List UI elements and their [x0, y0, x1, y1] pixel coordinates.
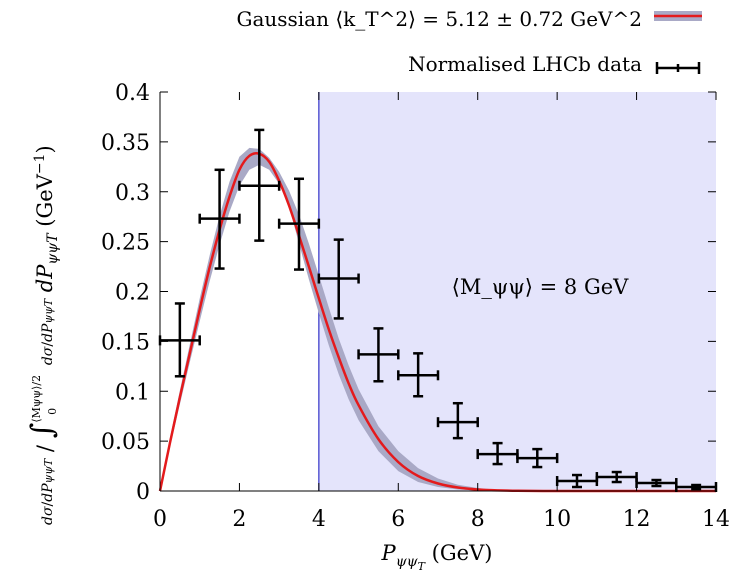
- data-point: [436, 401, 479, 440]
- x-tick-label: 8: [471, 507, 485, 532]
- x-tick-label: 4: [312, 507, 326, 532]
- data-point: [317, 238, 360, 320]
- x-tick-label: 10: [543, 507, 571, 532]
- legend-data-label: Normalised LHCb data: [408, 52, 642, 76]
- shaded-region: [318, 92, 716, 491]
- data-point: [397, 352, 440, 398]
- axes: [159, 91, 717, 492]
- y-axis-label: dσ/dPψψT / ∫⟨Mψψ⟩/2 0 dσ/dPψψT dPψψT (GeV…: [25, 145, 62, 525]
- y-tick-label: 0.2: [115, 281, 150, 306]
- x-tick-label: 12: [623, 507, 651, 532]
- y-tick-label: 0.1: [115, 380, 150, 405]
- data-point: [238, 128, 281, 242]
- data-point: [198, 168, 241, 270]
- data-point: [595, 470, 638, 484]
- y-tick-label: 0.05: [101, 430, 150, 455]
- y-tick-label: 0.35: [101, 131, 150, 156]
- x-axis-label: PψψT (GeV): [381, 541, 493, 573]
- data-point: [357, 327, 400, 383]
- data-point: [158, 302, 201, 378]
- data-point: [277, 177, 321, 271]
- x-tick-label: 2: [232, 507, 246, 532]
- y-tick-labels: 0 0.05 0.1 0.15 0.2 0.25 0.3 0.35 0.4: [101, 81, 150, 505]
- x-tick-label: 0: [153, 507, 167, 532]
- legend-data-swatch: [655, 62, 701, 74]
- y-tick-label: 0.25: [101, 231, 150, 256]
- mass-annotation: ⟨M_ψψ⟩ = 8 GeV: [452, 275, 630, 299]
- data-point: [555, 473, 599, 489]
- x-tick-labels: 0 2 4 6 8 10 12 14: [153, 507, 730, 532]
- x-tick-label: 6: [391, 507, 405, 532]
- x-tick-label: 14: [702, 507, 730, 532]
- y-tick-label: 0: [136, 480, 150, 505]
- data-point: [516, 447, 559, 469]
- y-tick-label: 0.4: [115, 81, 150, 106]
- legend-model-label: Gaussian ⟨k_T^2⟩ = 5.12 ± 0.72 GeV^2: [236, 7, 642, 31]
- y-tick-label: 0.3: [115, 181, 150, 206]
- model-curve: [158, 152, 716, 493]
- legend: Gaussian ⟨k_T^2⟩ = 5.12 ± 0.72 GeV^2 Nor…: [236, 7, 702, 76]
- svg-text:dσ/dPψψT / ∫⟨Mψψ: dσ/dPψψT / ∫⟨Mψψ⟩/2 0 dσ/dPψψT dPψψT (GeV…: [25, 145, 62, 525]
- y-tick-label: 0.15: [101, 330, 150, 355]
- data-points: [158, 128, 718, 493]
